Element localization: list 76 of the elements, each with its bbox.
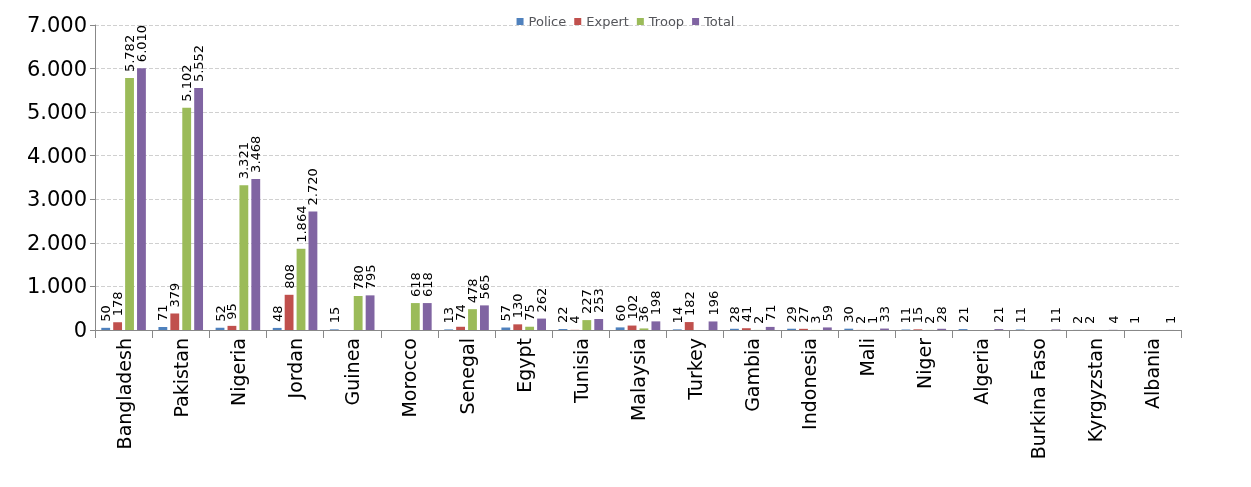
bar <box>101 327 111 330</box>
bar <box>251 178 261 330</box>
x-tick-label: Jordan <box>284 338 307 400</box>
bar <box>410 303 420 330</box>
y-tick-label: 7.000 <box>26 13 87 37</box>
legend-label: Total <box>703 14 735 29</box>
data-label: 48 <box>269 305 285 322</box>
bar <box>513 324 523 330</box>
bar <box>537 318 546 330</box>
bar <box>365 295 375 330</box>
bar <box>182 107 192 330</box>
bar <box>284 294 294 330</box>
x-tick-label: Indonesia <box>798 338 821 430</box>
x-tick-label: Guinea <box>341 338 364 406</box>
x-tick-label: Nigeria <box>226 338 249 406</box>
data-label: 808 <box>281 263 297 289</box>
x-tick-label: Algeria <box>969 338 992 405</box>
bar <box>615 327 625 330</box>
bar <box>170 313 180 330</box>
y-tick-label: 0 <box>73 318 87 342</box>
legend-label: Troop <box>647 14 685 29</box>
data-label: 1.864 <box>293 205 309 243</box>
x-tick-label: Morocco <box>398 338 421 418</box>
bar <box>708 321 718 330</box>
x-tick-label: Albania <box>1141 338 1164 409</box>
bar <box>594 318 604 330</box>
bar <box>422 303 432 330</box>
bar <box>239 185 249 330</box>
x-tick-label: Egypt <box>512 338 535 393</box>
y-tick-label: 1.000 <box>26 274 87 299</box>
data-label: 196 <box>705 290 721 316</box>
x-tick-label: Bangladesh <box>112 338 135 450</box>
bar <box>684 322 694 330</box>
x-tick-label: Mali <box>855 338 878 377</box>
bar <box>525 326 535 330</box>
bar <box>479 305 489 330</box>
data-label: 21 <box>955 306 971 324</box>
bar <box>456 326 465 330</box>
data-label: 2.720 <box>305 168 321 206</box>
y-tick-label: 2.000 <box>26 230 87 255</box>
bar <box>353 296 363 330</box>
legend-label: Police <box>528 14 567 29</box>
bar <box>125 78 134 330</box>
data-label: 4 <box>1105 315 1121 324</box>
y-tick-label: 3.000 <box>26 187 87 212</box>
bar <box>158 326 168 330</box>
x-tick-label: Niger <box>912 337 935 390</box>
x-tick-label: Senegal <box>455 338 478 415</box>
x-tick-label: Tunisia <box>569 338 592 404</box>
bar <box>194 88 204 330</box>
bar <box>582 320 592 330</box>
bar <box>137 68 146 330</box>
bar <box>296 248 306 330</box>
bar <box>308 211 318 330</box>
legend-label: Expert <box>586 14 629 29</box>
bar <box>113 322 123 330</box>
x-tick-label: Pakistan <box>169 338 192 418</box>
data-label: 1 <box>1127 315 1143 324</box>
data-label: 15 <box>326 306 342 324</box>
bar <box>468 309 477 330</box>
bar <box>765 326 775 330</box>
y-tick-label: 6.000 <box>26 56 87 81</box>
y-tick-label: 4.000 <box>26 143 87 168</box>
data-label: 11 <box>1048 306 1064 324</box>
data-label: 21 <box>991 306 1007 324</box>
x-tick-label: Malaysia <box>627 338 649 422</box>
data-label: 11 <box>1012 306 1028 324</box>
bar <box>272 327 282 330</box>
data-label: 1 <box>1162 315 1178 324</box>
x-tick-label: Burkina Faso <box>1027 338 1050 460</box>
x-tick-label: Turkey <box>684 338 707 401</box>
x-tick-label: Gambia <box>741 338 764 412</box>
bar <box>651 321 661 330</box>
y-tick-label: 5.000 <box>26 100 87 125</box>
x-tick-label: Kyrgyzstan <box>1084 338 1107 443</box>
bar <box>822 327 832 330</box>
